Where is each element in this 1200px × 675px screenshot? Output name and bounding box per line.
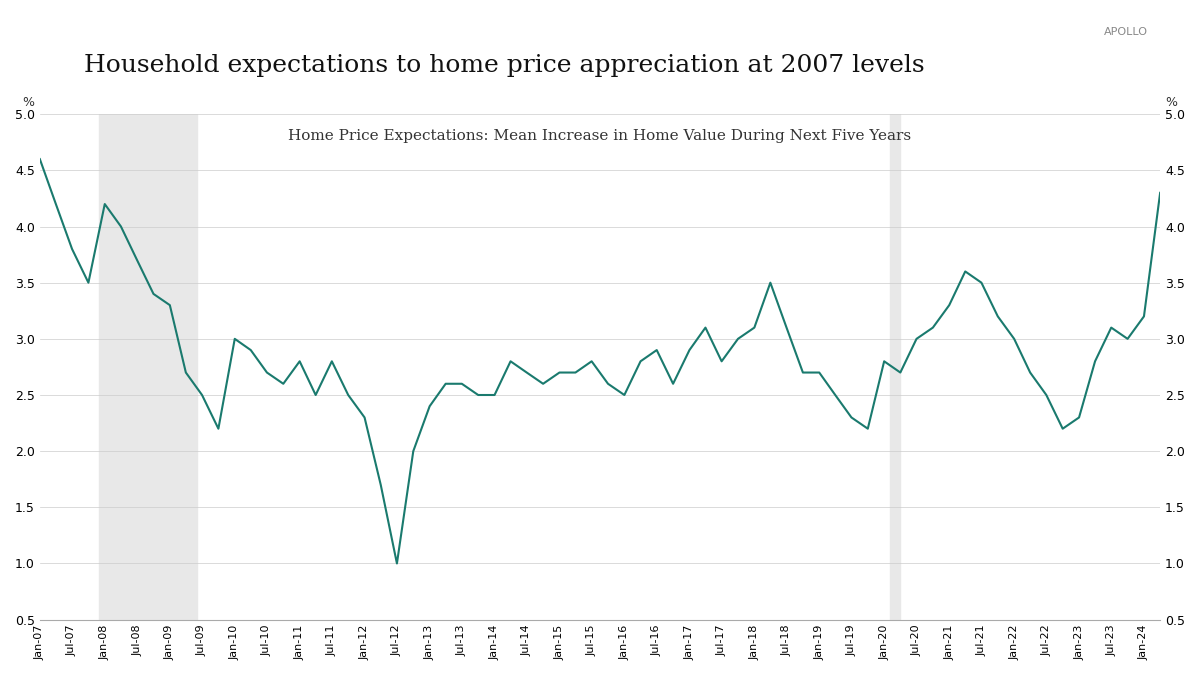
Bar	[100, 114, 197, 620]
Text: %: %	[23, 96, 35, 109]
Bar	[889, 114, 900, 620]
Text: Household expectations to home price appreciation at 2007 levels: Household expectations to home price app…	[84, 54, 925, 77]
Text: Home Price Expectations: Mean Increase in Home Value During Next Five Years: Home Price Expectations: Mean Increase i…	[288, 130, 912, 143]
Text: %: %	[1165, 96, 1177, 109]
Text: APOLLO: APOLLO	[1104, 27, 1148, 37]
